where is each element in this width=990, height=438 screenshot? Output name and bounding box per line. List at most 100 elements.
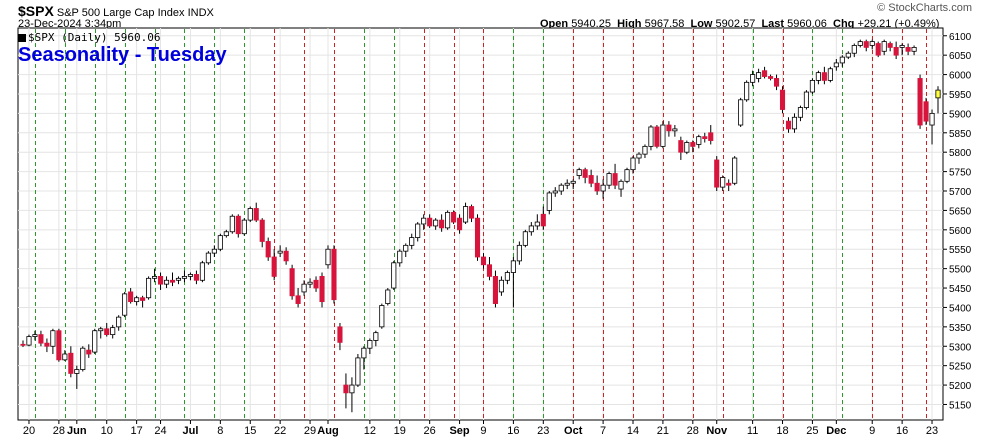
candle-body [624,169,630,182]
legend-text: $SPX (Daily) 5960.06 [28,31,161,44]
candle-body [546,192,552,211]
candle-body [773,78,780,87]
symbol: $SPX [18,3,54,19]
open-value: 5940.25 [571,18,611,30]
candle-body [265,241,271,258]
candle [355,354,361,388]
candle [223,229,229,238]
candle [391,260,397,290]
candle-body [199,262,205,281]
y-tick-label: 5750 [949,168,972,179]
candle-body [62,353,68,361]
candle [522,229,528,248]
candle-body [193,274,199,281]
candle [720,175,726,192]
x-tick-label: Nov [706,425,728,437]
open-label: Open [540,18,569,30]
candle-body [809,79,815,93]
candle-body [540,213,546,227]
candle [498,276,504,296]
candle-body [893,47,899,56]
high-label: High [617,18,642,30]
candle-body [504,272,510,281]
y-tick-label: 5550 [949,245,972,256]
candle-body [558,184,564,192]
candle [253,202,259,223]
candle-body [480,256,487,266]
candle [917,74,923,129]
candle-body [38,334,44,344]
candle-body [146,277,152,299]
candle [528,222,534,236]
candle-body [510,260,516,273]
candle-body [152,275,158,279]
candle-body [397,250,403,264]
candle-body [768,76,774,79]
chart-title: Seasonality - Tuesday [18,44,227,66]
candle [708,125,714,145]
candle [265,237,271,261]
candle-body [468,206,475,219]
candle-body [654,126,660,147]
x-tick-label: 8 [217,425,223,437]
candle [654,125,660,149]
candle-body [319,275,325,303]
candle [624,167,630,184]
y-tick-label: 5200 [949,381,972,392]
candle-body [588,175,594,184]
candle-body [175,277,182,281]
candle [636,152,642,164]
candle [187,272,193,281]
candle-body [20,343,26,346]
candle [893,41,899,60]
brand-watermark: © StockCharts.com [877,2,972,14]
candle-body [636,153,642,159]
candle-body [361,347,367,359]
x-tick-label: 9 [480,425,486,437]
candle [803,90,809,110]
candle-body [803,91,809,108]
x-tick-label: Aug [317,425,338,437]
candle [863,39,869,52]
candle [690,140,696,153]
candle-body [648,126,654,147]
candle-body [445,211,451,229]
candle [875,41,881,58]
candle-body [869,41,875,46]
y-tick-label: 5350 [949,323,972,334]
candle-body [594,182,600,192]
candle-body [157,275,164,285]
candle [74,365,80,389]
candle [295,288,301,308]
candle [439,214,445,232]
x-tick-label: 16 [507,425,519,437]
candle-body [44,342,50,347]
candle-body [630,157,636,171]
candle [122,291,128,318]
candle-body [618,180,624,190]
y-tick-label: 5150 [949,400,972,411]
candle [702,132,708,143]
candle [373,330,379,347]
candle [851,43,857,58]
candle-body [839,56,845,64]
low-value: 5902.57 [715,18,756,30]
chg-label: Chg [833,18,855,30]
high-value: 5967.58 [644,18,685,30]
candle-body [247,208,253,221]
chart-header-title: $SPX S&P 500 Large Cap Index INDX [18,3,214,19]
candle [80,346,86,372]
candle-body [474,217,481,258]
candle-body [522,231,528,246]
candle [211,245,217,257]
candle [415,222,421,242]
x-tick-label: 26 [424,425,436,437]
candle-body [140,297,146,301]
candle [146,276,152,300]
x-tick-label: 25 [806,425,818,437]
candle-body [576,169,582,176]
ohlc-readout: Open 5940.25 High 5967.58 Low 5902.57 La… [540,18,939,30]
candle-body [80,347,86,370]
candle-body [797,107,804,118]
